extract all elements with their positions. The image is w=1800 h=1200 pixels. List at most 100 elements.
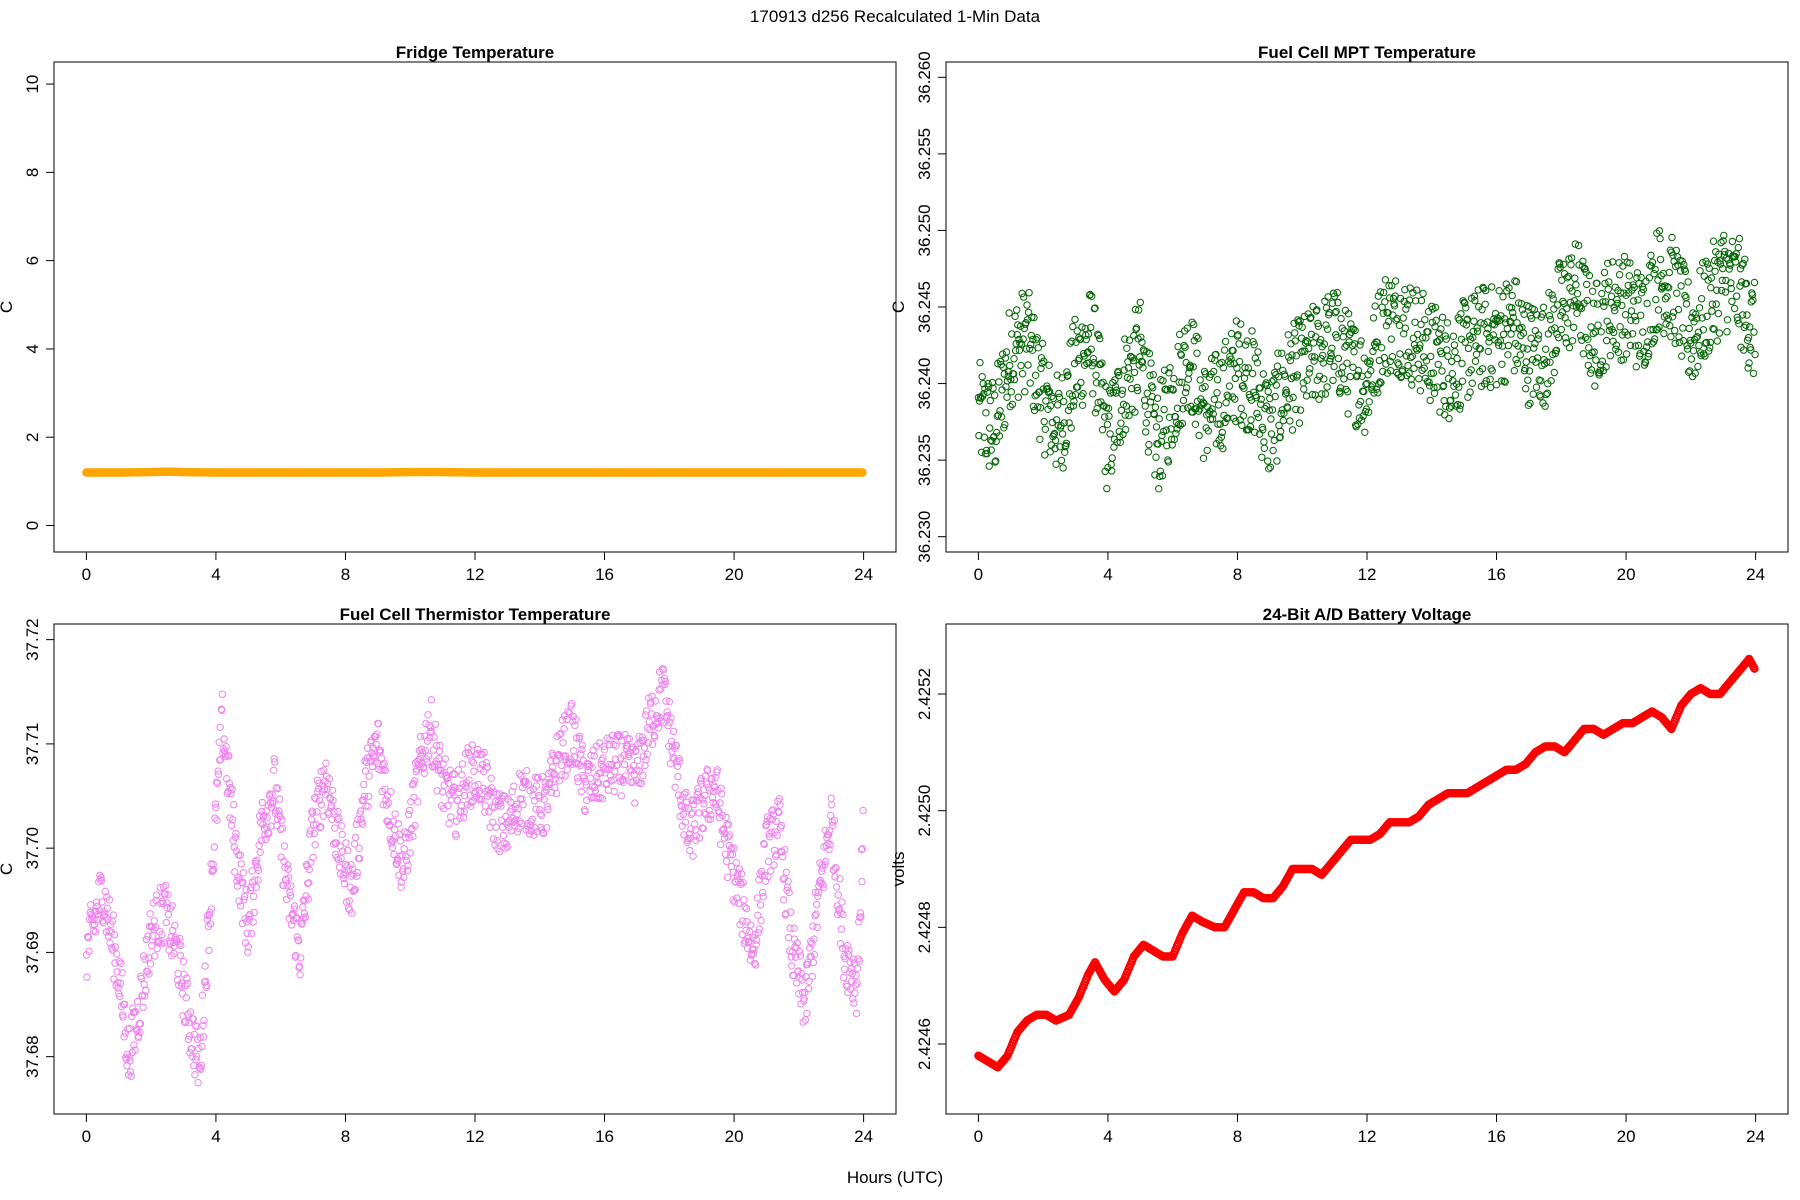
data-point bbox=[534, 774, 542, 782]
data-point bbox=[1512, 355, 1520, 364]
data-point bbox=[793, 939, 801, 947]
data-point bbox=[1250, 341, 1258, 349]
data-point bbox=[1029, 335, 1037, 344]
data-point bbox=[1029, 402, 1038, 411]
data-point bbox=[1574, 241, 1583, 250]
data-point bbox=[199, 1021, 207, 1030]
data-point bbox=[1466, 388, 1474, 396]
data-point bbox=[1284, 331, 1292, 339]
y-tick-label: 2.4252 bbox=[915, 668, 934, 720]
data-point bbox=[721, 850, 730, 858]
data-point bbox=[1231, 395, 1239, 403]
data-point bbox=[1415, 344, 1424, 352]
data-point bbox=[1472, 350, 1481, 358]
data-point bbox=[1034, 344, 1043, 352]
data-point bbox=[465, 776, 473, 784]
data-point bbox=[1645, 350, 1653, 358]
data-point bbox=[216, 756, 224, 764]
data-point bbox=[1622, 350, 1631, 358]
data-point bbox=[1353, 371, 1362, 379]
data-point bbox=[648, 740, 657, 748]
data-point bbox=[755, 925, 764, 933]
data-point bbox=[700, 809, 709, 817]
data-point bbox=[1367, 367, 1375, 375]
data-point bbox=[1632, 363, 1641, 371]
data-point bbox=[1164, 458, 1173, 466]
data-point bbox=[1637, 273, 1645, 282]
data-point bbox=[1588, 287, 1597, 295]
data-point bbox=[1239, 412, 1248, 420]
data-point bbox=[1137, 333, 1145, 341]
data-point bbox=[469, 797, 477, 806]
data-point bbox=[685, 830, 693, 838]
data-point bbox=[1590, 348, 1598, 356]
data-point bbox=[186, 1049, 194, 1057]
data-point bbox=[1209, 410, 1217, 418]
x-tick-label: 16 bbox=[1487, 1127, 1506, 1146]
data-point bbox=[469, 759, 478, 767]
data-point bbox=[467, 802, 475, 810]
data-point bbox=[1309, 339, 1318, 347]
data-point bbox=[1001, 421, 1009, 429]
data-point bbox=[661, 677, 670, 686]
data-point bbox=[468, 741, 476, 749]
data-point bbox=[280, 842, 289, 850]
data-point bbox=[771, 852, 780, 861]
data-point bbox=[83, 973, 91, 981]
data-point bbox=[1685, 324, 1693, 333]
data-point bbox=[383, 792, 392, 800]
data-point bbox=[1694, 362, 1702, 371]
data-point bbox=[1357, 416, 1366, 424]
data-point bbox=[1234, 370, 1243, 378]
data-point bbox=[605, 760, 613, 769]
data-point bbox=[639, 771, 647, 780]
data-point bbox=[1298, 334, 1306, 342]
data-point bbox=[1751, 350, 1759, 359]
data-point bbox=[1543, 358, 1551, 366]
data-point bbox=[1585, 271, 1594, 280]
data-point bbox=[1504, 351, 1512, 359]
data-point bbox=[1331, 309, 1339, 317]
data-point bbox=[239, 878, 247, 887]
data-point bbox=[110, 931, 119, 939]
data-point bbox=[204, 922, 213, 931]
data-point bbox=[263, 814, 271, 822]
data-point bbox=[1241, 364, 1249, 372]
data-point bbox=[1695, 341, 1703, 350]
data-point bbox=[838, 898, 846, 906]
data-point bbox=[197, 1061, 206, 1070]
y-axis-label: C bbox=[0, 863, 16, 875]
data-point bbox=[1663, 293, 1671, 301]
data-point bbox=[141, 955, 149, 963]
data-point bbox=[1149, 384, 1157, 392]
data-point bbox=[1308, 353, 1316, 361]
data-point bbox=[109, 911, 118, 919]
data-point bbox=[689, 852, 697, 860]
data-point bbox=[850, 999, 858, 1007]
data-point bbox=[408, 781, 417, 789]
data-point bbox=[196, 1033, 205, 1042]
data-point bbox=[1302, 392, 1311, 400]
data-point bbox=[1721, 247, 1729, 256]
data-point bbox=[1661, 295, 1670, 303]
data-point bbox=[409, 832, 417, 841]
x-tick-label: 8 bbox=[1233, 1127, 1242, 1146]
data-point bbox=[1513, 359, 1522, 368]
data-point bbox=[1739, 259, 1747, 268]
data-point bbox=[144, 932, 152, 940]
data-point bbox=[298, 919, 306, 927]
data-point bbox=[1340, 375, 1348, 383]
data-point bbox=[1471, 296, 1479, 305]
data-point bbox=[857, 913, 865, 921]
data-point bbox=[1036, 435, 1044, 443]
data-point bbox=[198, 991, 207, 999]
data-point bbox=[1451, 348, 1459, 356]
data-point bbox=[168, 952, 176, 960]
data-point bbox=[1675, 333, 1683, 341]
data-point bbox=[1549, 295, 1557, 303]
data-point bbox=[1655, 227, 1664, 235]
data-point bbox=[474, 745, 482, 754]
data-point bbox=[756, 901, 765, 909]
data-point bbox=[1286, 417, 1294, 425]
